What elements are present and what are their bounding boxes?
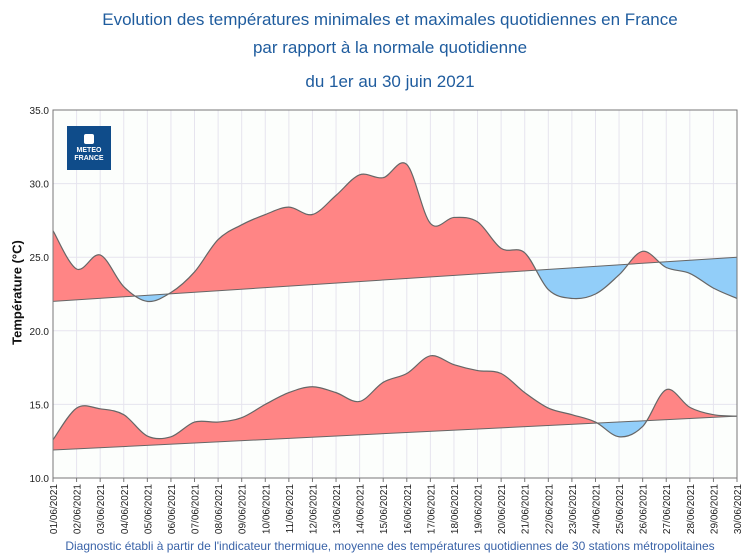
- x-tick-label: 15/06/2021: [379, 484, 390, 534]
- x-tick-label: 20/06/2021: [497, 484, 508, 534]
- x-tick-label: 12/06/2021: [308, 484, 319, 534]
- plot-border: [52, 109, 738, 479]
- x-tick-label: 11/06/2021: [285, 484, 296, 534]
- x-tick-label: 08/06/2021: [214, 484, 225, 534]
- tmin-normal-line: [52, 415, 738, 451]
- x-tick-label: 10/06/2021: [261, 484, 272, 534]
- x-tick-label: 03/06/2021: [96, 484, 107, 534]
- x-tick-label: 06/06/2021: [167, 484, 178, 534]
- x-tick-label: 19/06/2021: [474, 484, 485, 534]
- x-tick-label: 01/06/2021: [49, 484, 60, 534]
- x-tick-label: 29/06/2021: [709, 484, 720, 534]
- x-tick-label: 02/06/2021: [73, 484, 84, 534]
- x-tick-label: 26/06/2021: [639, 484, 650, 534]
- x-tick-label: 30/06/2021: [733, 484, 744, 534]
- y-tick-label: 20.0: [30, 327, 50, 338]
- x-tick-label: 09/06/2021: [238, 484, 249, 534]
- x-tick-label: 07/06/2021: [191, 484, 202, 534]
- x-tick-label: 24/06/2021: [591, 484, 602, 534]
- chart-title-line-1: Evolution des températures minimales et …: [102, 10, 678, 29]
- tmax-normal-line: [52, 256, 738, 302]
- x-tick-label: 17/06/2021: [426, 484, 437, 534]
- footer-note: Diagnostic établi à partir de l'indicate…: [65, 539, 715, 553]
- chart-title-line-3: du 1er au 30 juin 2021: [305, 72, 475, 91]
- y-tick-label: 35.0: [30, 106, 50, 117]
- tmin-above-normal-area: [53, 355, 737, 451]
- x-tick-label: 22/06/2021: [544, 484, 555, 534]
- x-tick-label: 16/06/2021: [403, 484, 414, 534]
- tmax-line: [52, 162, 738, 303]
- y-axis-label: Température (°C): [9, 240, 25, 345]
- x-tick-label: 13/06/2021: [332, 484, 343, 534]
- x-tick-label: 05/06/2021: [143, 484, 154, 534]
- y-tick-label: 10.0: [30, 474, 50, 485]
- x-tick-label: 18/06/2021: [450, 484, 461, 534]
- y-tick-label: 15.0: [30, 400, 50, 411]
- x-tick-label: 27/06/2021: [662, 484, 673, 534]
- x-tick-label: 14/06/2021: [356, 484, 367, 534]
- meteo-france-logo: METEO FRANCE: [67, 126, 111, 170]
- chart-title-line-2: par rapport à la normale quotidienne: [252, 38, 528, 57]
- y-tick-label: 30.0: [30, 180, 50, 191]
- tmin-line: [52, 355, 738, 441]
- y-tick-label: 25.0: [30, 253, 50, 264]
- x-tick-label: 23/06/2021: [568, 484, 579, 534]
- x-tick-label: 04/06/2021: [120, 484, 131, 534]
- x-tick-label: 25/06/2021: [615, 484, 626, 534]
- x-tick-label: 28/06/2021: [686, 484, 697, 534]
- tmax-above-normal-area: [53, 162, 737, 302]
- x-tick-label: 21/06/2021: [521, 484, 532, 534]
